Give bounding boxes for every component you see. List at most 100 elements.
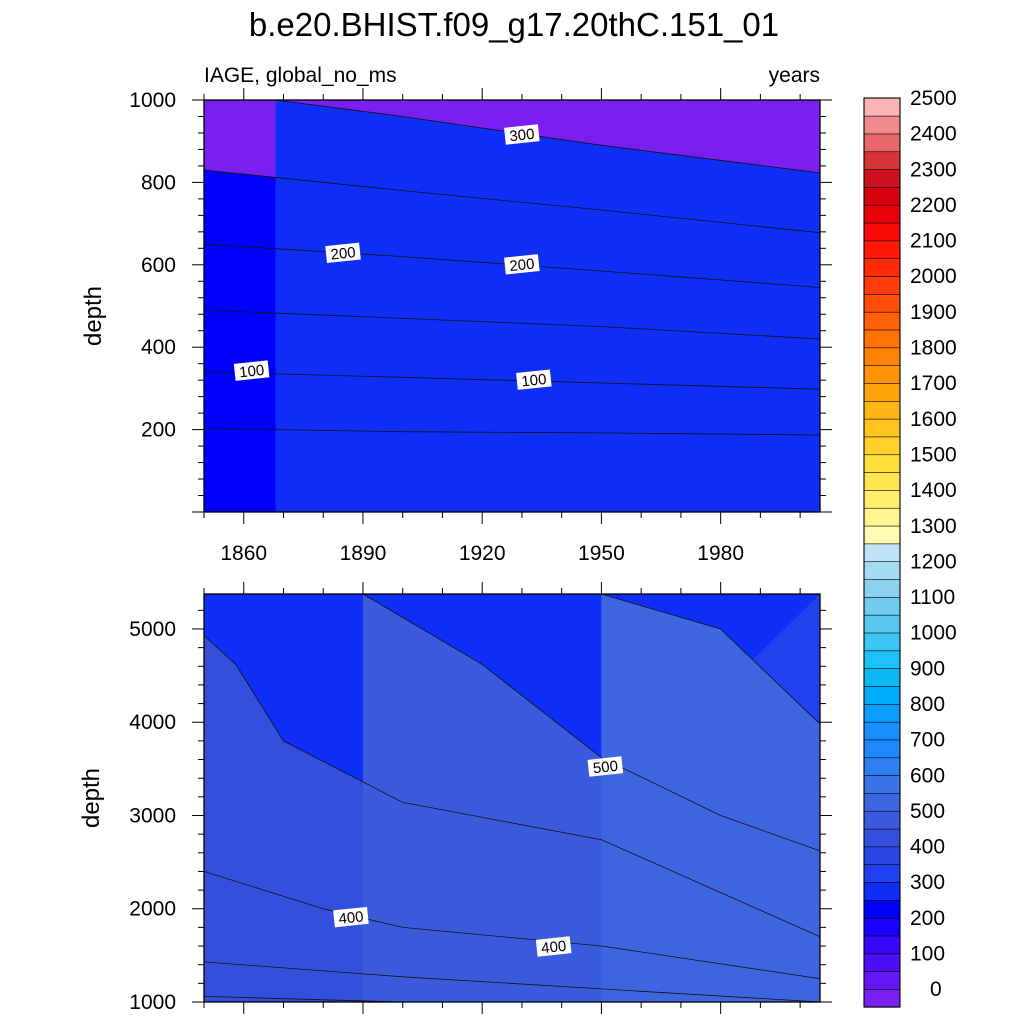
- colorbar-label-24: 2400: [910, 123, 957, 146]
- colorbar-segment-28: [863, 489, 901, 509]
- lower-plot-frame: [203, 593, 821, 1003]
- colorbar-segment-40: [863, 275, 901, 295]
- upper-y-tick-label-3: 800: [141, 171, 176, 194]
- colorbar-label-15: 1500: [910, 444, 957, 467]
- upper-contour-label-text: 100: [238, 362, 265, 382]
- lower-contour-line-550-5: [601, 593, 821, 725]
- colorbar-label-18: 1800: [910, 337, 957, 360]
- colorbar-segment-3: [863, 935, 901, 955]
- lower-contour-label-2: 500: [587, 756, 624, 777]
- colorbar-segment-46: [863, 168, 901, 188]
- colorbar-segment-2: [863, 953, 901, 972]
- colorbar-label-2: 200: [910, 907, 945, 930]
- upper-contour-line-250-4: [203, 169, 821, 234]
- colorbar: 0 100 200 300 400 500 600 700 800 900 1000 1100 1200…: [863, 87, 957, 1008]
- colorbar-segment-25: [863, 543, 901, 563]
- colorbar-segment-14: [863, 739, 901, 759]
- upper-contour-line-300-5: [275, 99, 821, 174]
- lower-contour-label-0: 400: [333, 906, 369, 928]
- colorbar-label-3: 300: [910, 871, 945, 894]
- colorbar-segment-8: [863, 846, 901, 866]
- colorbar-segment-36: [863, 347, 901, 366]
- colorbar-label-8: 800: [910, 693, 945, 716]
- lower-contour-lines: [203, 593, 821, 1003]
- upper-contour-line-200-3: [203, 243, 821, 288]
- upper-plot-frame: [203, 99, 821, 513]
- lower-contour-label-1: 400: [535, 936, 572, 958]
- colorbar-segment-15: [863, 721, 901, 741]
- colorbar-segment-30: [863, 454, 901, 473]
- colorbar-label-4: 400: [910, 836, 945, 859]
- colorbar-segment-49: [863, 115, 901, 135]
- colorbar-segment-50: [863, 97, 901, 117]
- colorbar-segment-42: [863, 240, 901, 260]
- colorbar-label-11: 1100: [910, 586, 955, 609]
- colorbar-segment-45: [863, 186, 901, 206]
- colorbar-segment-19: [863, 650, 901, 669]
- upper-x-tick-label-4: 1980: [697, 542, 744, 565]
- lower-contour-label-text: 400: [540, 938, 567, 958]
- colorbar-label-1: 100: [910, 943, 945, 966]
- lower-band-550-5: [601, 594, 820, 1002]
- upper-contour-label-bg: [325, 242, 361, 264]
- lower-panel: 400 400 500 1000 2000 3000 4000 5000 depth: [78, 582, 832, 1014]
- lower-contour-label-bg: [333, 906, 369, 928]
- colorbar-label-7: 700: [910, 729, 945, 752]
- colorbar-label-20: 2000: [910, 265, 957, 288]
- colorbar-segment-13: [863, 757, 901, 776]
- colorbar-segment-26: [863, 525, 901, 545]
- upper-band-300-5: [275, 100, 820, 512]
- upper-y-tick-label-2: 600: [141, 254, 176, 277]
- colorbar-segment-27: [863, 507, 901, 527]
- upper-contour-label-bg: [516, 369, 552, 390]
- colorbar-segment-31: [863, 436, 901, 456]
- lower-contour-label-bg: [587, 756, 624, 777]
- colorbar-label-25: 2500: [910, 87, 957, 110]
- colorbar-segment-4: [863, 917, 901, 937]
- upper-panel: 100 100 200 200 300 200 400 600 800 1000 1860 1890…: [80, 88, 832, 565]
- colorbar-label-10: 1000: [910, 622, 957, 645]
- colorbar-segment-41: [863, 258, 901, 277]
- lower-contour-label-bg: [535, 936, 572, 957]
- colorbar-segment-43: [863, 222, 901, 242]
- lower-y-tick-label-1: 2000: [129, 898, 176, 921]
- upper-contour-label-bg: [504, 254, 540, 275]
- colorbar-segment-34: [863, 382, 901, 402]
- colorbar-segment-12: [863, 774, 901, 794]
- colorbar-segment-44: [863, 204, 901, 224]
- colorbar-label-22: 2200: [910, 194, 957, 217]
- upper-contour-label-2: 200: [325, 242, 361, 264]
- upper-y-tick-label-1: 400: [141, 336, 176, 359]
- upper-x-tick-label-0: 1860: [220, 542, 267, 565]
- colorbar-segment-11: [863, 792, 901, 812]
- upper-contour-label-3: 200: [504, 254, 540, 275]
- upper-y-axis-label: depth: [80, 286, 107, 346]
- lower-contour-labels: 400 400 500: [333, 756, 624, 958]
- upper-contour-line-100-1: [203, 371, 821, 390]
- lower-y-tick-label-0: 1000: [129, 991, 176, 1014]
- colorbar-label-0: 0: [930, 978, 942, 1001]
- upper-x-tick-label-3: 1950: [578, 542, 625, 565]
- colorbar-segment-18: [863, 668, 901, 687]
- colorbar-segment-22: [863, 596, 901, 616]
- units-label: years: [769, 64, 820, 87]
- lower-contour-line-400-2: [203, 871, 821, 980]
- lower-contour-fill: [204, 594, 820, 1002]
- colorbar-segment-20: [863, 632, 901, 652]
- colorbar-label-5: 500: [910, 800, 945, 823]
- upper-x-tick-label-2: 1920: [459, 542, 506, 565]
- colorbar-segment-5: [863, 899, 901, 919]
- colorbar-label-6: 600: [910, 764, 945, 787]
- upper-contour-label-4: 300: [504, 124, 540, 145]
- upper-contour-label-text: 300: [509, 126, 536, 146]
- colorbar-segment-10: [863, 810, 901, 830]
- lower-y-tick-label-3: 4000: [129, 711, 176, 734]
- colorbar-segment-38: [863, 311, 901, 331]
- lower-y-tick-label-2: 3000: [129, 804, 176, 827]
- upper-contour-fill: [204, 100, 820, 512]
- colorbar-frame: [863, 97, 901, 1008]
- chart-title: b.e20.BHIST.f09_g17.20thC.151_01: [249, 6, 779, 43]
- lower-y-axis-label: depth: [78, 768, 105, 828]
- lower-contour-line-350-1: [203, 961, 821, 1003]
